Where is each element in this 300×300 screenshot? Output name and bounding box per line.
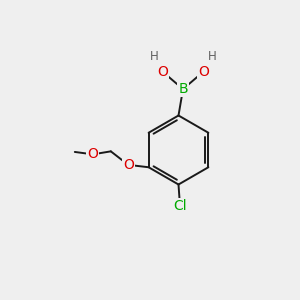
Text: O: O — [87, 147, 98, 161]
Text: B: B — [178, 82, 188, 96]
Text: Cl: Cl — [173, 199, 187, 213]
Text: O: O — [198, 65, 209, 79]
Text: O: O — [123, 158, 134, 172]
Text: H: H — [150, 50, 159, 63]
Text: O: O — [157, 65, 168, 79]
Text: H: H — [207, 50, 216, 63]
